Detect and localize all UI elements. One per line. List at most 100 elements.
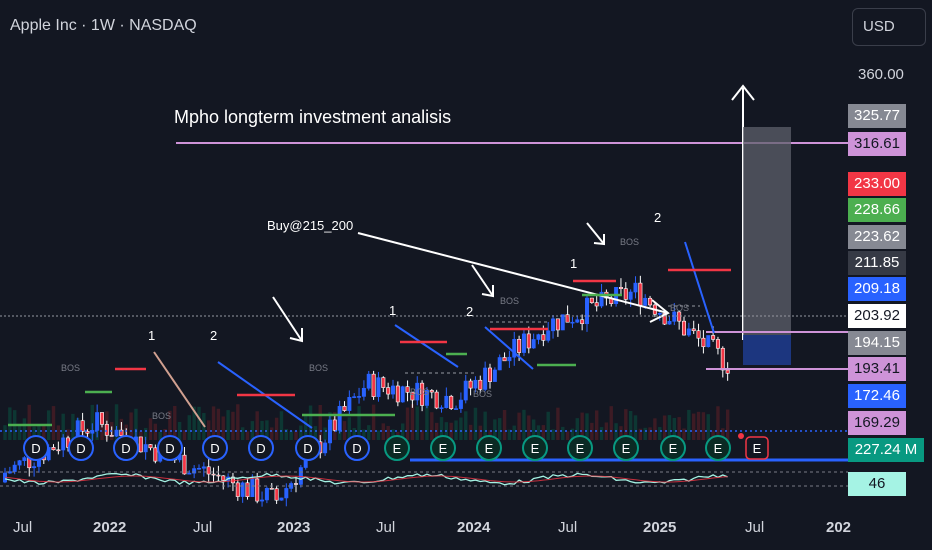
- main-note: Mpho longterm investment analisis: [174, 107, 451, 127]
- time-label: 2025: [643, 519, 677, 536]
- wave-label-6: 2: [654, 210, 661, 225]
- candle: [492, 367, 497, 382]
- candle: [22, 456, 27, 466]
- volume-bar: [609, 406, 613, 440]
- time-label: Jul: [745, 519, 765, 536]
- price-label: 325.77: [848, 104, 906, 128]
- volume-bar: [527, 415, 531, 440]
- candle: [347, 390, 352, 416]
- volume-bar: [139, 431, 143, 440]
- candle: [546, 322, 551, 343]
- volume-bar: [226, 410, 230, 440]
- volume-bar: [236, 404, 240, 440]
- dividend-marker: D: [68, 435, 94, 461]
- candle: [444, 387, 449, 409]
- trendline-5: [684, 241, 715, 334]
- price-label: 209.18: [848, 277, 906, 301]
- volume-bar: [177, 421, 182, 440]
- volume-bar: [168, 410, 172, 440]
- volume-bar: [231, 411, 235, 440]
- volume-bar: [459, 417, 463, 440]
- volume-bar: [473, 407, 478, 440]
- volume-bar: [599, 427, 604, 440]
- volume-bar: [575, 418, 579, 440]
- volume-bar: [415, 406, 419, 440]
- candle: [725, 362, 730, 381]
- earnings-marker: E: [613, 435, 639, 461]
- volume-bar: [207, 420, 211, 440]
- price-label: 193.41: [848, 357, 906, 381]
- candle: [2, 467, 8, 484]
- candle: [667, 316, 672, 325]
- target-arrow-head: [731, 84, 755, 101]
- volume-bar: [464, 411, 468, 440]
- candle: [483, 361, 488, 392]
- volume-bar: [638, 428, 643, 440]
- candle: [90, 423, 95, 442]
- profit-zone: [743, 127, 791, 335]
- candle: [61, 434, 66, 458]
- candle: [618, 278, 623, 296]
- time-label: 202: [826, 519, 852, 536]
- candle: [531, 333, 536, 349]
- candle: [681, 316, 686, 336]
- hand-arrow-2-head: [481, 285, 494, 298]
- candle: [691, 320, 696, 335]
- volume-bar: [551, 429, 555, 440]
- candle: [560, 314, 565, 331]
- volume-bar: [114, 404, 119, 440]
- svg-text:E: E: [753, 441, 762, 456]
- volume-bar: [401, 423, 405, 440]
- svg-text:E: E: [485, 441, 494, 456]
- candle: [575, 315, 580, 324]
- price-label: 203.92: [848, 304, 906, 328]
- volume-bar: [71, 413, 75, 440]
- volume-bar: [512, 425, 516, 440]
- price-label: 194.15: [848, 331, 906, 355]
- price-label: 227.24 M: [848, 438, 924, 462]
- candle: [32, 462, 37, 477]
- dividend-marker: D: [202, 435, 228, 461]
- price-label: 172.46: [848, 384, 906, 408]
- candle: [337, 400, 342, 434]
- volume-bar: [692, 413, 696, 440]
- currency-button[interactable]: USD: [852, 8, 926, 46]
- candle: [148, 444, 153, 451]
- volume-bar: [318, 404, 322, 440]
- svg-text:D: D: [210, 441, 219, 456]
- svg-text:D: D: [121, 441, 130, 456]
- volume-bar: [454, 420, 458, 440]
- volume-bar: [308, 405, 313, 440]
- volume-bar: [483, 411, 487, 440]
- candle: [429, 389, 434, 399]
- bos-label: BOS: [500, 296, 519, 306]
- volume-bar: [299, 425, 303, 440]
- candle: [216, 465, 221, 482]
- volume-bar: [498, 418, 502, 440]
- volume-bar: [721, 428, 725, 440]
- earnings-marker: E: [430, 435, 456, 461]
- candle: [478, 375, 483, 394]
- volume-bar: [585, 413, 589, 440]
- volume-bars: [3, 404, 730, 440]
- volume-bar: [706, 414, 710, 440]
- candle: [454, 405, 459, 410]
- candle: [715, 336, 720, 355]
- candle: [289, 481, 294, 493]
- volume-bar: [367, 425, 371, 440]
- volume-bar: [66, 429, 70, 440]
- price-label: 233.00: [848, 172, 906, 196]
- bos-labels: BOS BOS BOS BOS BOS BOS BOS BOS: [61, 237, 689, 421]
- candle: [487, 363, 492, 389]
- candle: [405, 380, 410, 402]
- candle: [555, 318, 560, 337]
- volume-bar: [61, 413, 65, 440]
- candle: [463, 374, 468, 404]
- volume-bar: [376, 430, 381, 440]
- volume-bar: [633, 415, 638, 440]
- volume-bar: [430, 412, 434, 440]
- bos-label: BOS: [410, 387, 429, 397]
- candle: [95, 404, 100, 438]
